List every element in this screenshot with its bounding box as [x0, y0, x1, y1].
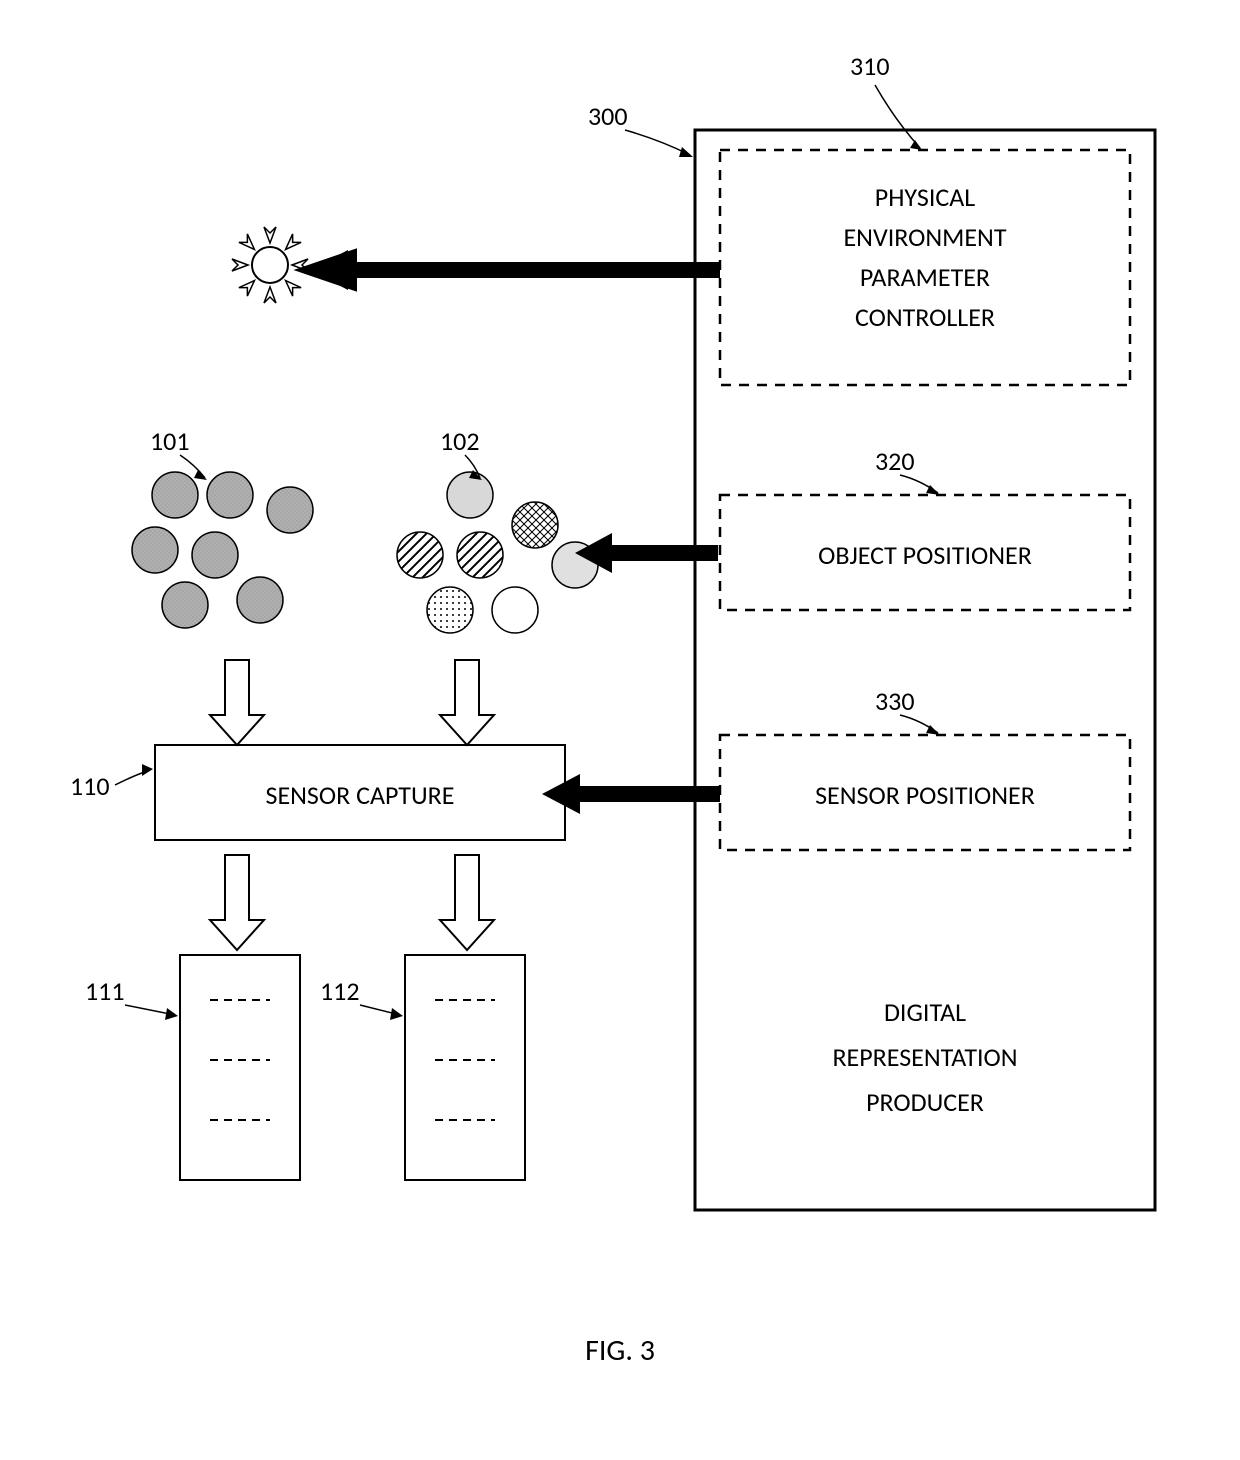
digital-rep-line1: DIGITAL	[884, 996, 966, 1028]
label-102: 102	[440, 425, 480, 457]
label-101: 101	[150, 425, 190, 457]
sensor-capture-text: SENSOR CAPTURE	[266, 779, 455, 811]
physical-env-line1: PHYSICAL	[875, 181, 975, 213]
cluster-101	[132, 472, 313, 628]
sun-icon	[232, 227, 308, 303]
output-box-111	[180, 955, 300, 1180]
label-300: 300	[588, 100, 628, 132]
hollow-arrow-sensor-to-112	[440, 855, 494, 950]
label-110: 110	[70, 770, 110, 802]
physical-env-line4: CONTROLLER	[855, 301, 995, 333]
label-310: 310	[850, 50, 890, 82]
digital-rep-line2: REPRESENTATION	[832, 1041, 1017, 1073]
label-111: 111	[85, 975, 125, 1007]
hollow-arrow-102-to-sensor	[440, 660, 494, 745]
label-112: 112	[320, 975, 360, 1007]
physical-env-line3: PARAMETER	[860, 261, 990, 293]
output-box-112	[405, 955, 525, 1180]
object-positioner-text: OBJECT POSITIONER	[818, 539, 1032, 571]
hollow-arrow-sensor-to-111	[210, 855, 264, 950]
figure-label: FIG. 3	[585, 1332, 655, 1369]
sensor-positioner-text: SENSOR POSITIONER	[815, 779, 1035, 811]
hollow-arrow-101-to-sensor	[210, 660, 264, 745]
cluster-102	[397, 472, 598, 633]
physical-env-line2: ENVIRONMENT	[843, 221, 1006, 253]
digital-rep-line3: PRODUCER	[866, 1086, 984, 1118]
label-320: 320	[875, 445, 915, 477]
label-330: 330	[875, 685, 915, 717]
